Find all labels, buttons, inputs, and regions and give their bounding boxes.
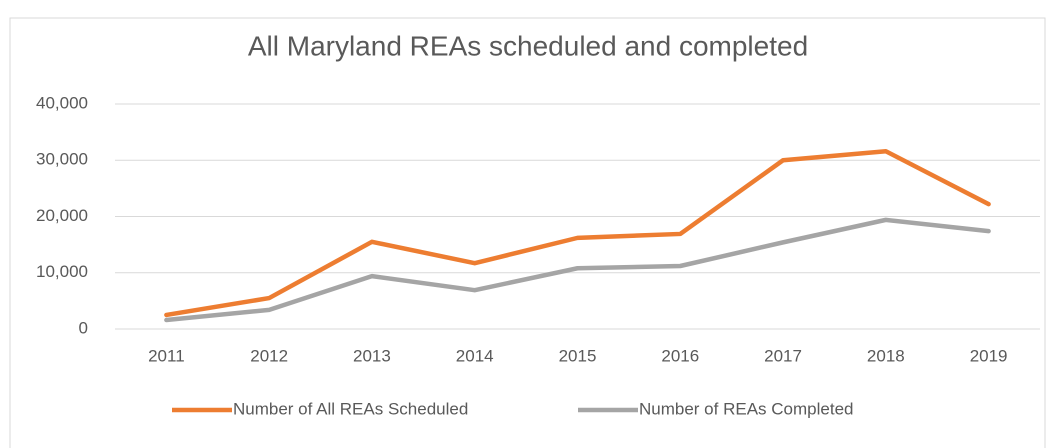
y-tick-label: 20,000: [36, 206, 88, 225]
chart-title: All Maryland REAs scheduled and complete…: [248, 30, 808, 61]
x-tick-label: 2012: [250, 346, 288, 365]
legend-label: Number of All REAs Scheduled: [233, 399, 468, 418]
x-tick-label: 2013: [353, 346, 391, 365]
y-tick-label: 10,000: [36, 262, 88, 281]
x-tick-label: 2016: [661, 346, 699, 365]
y-tick-label: 0: [79, 318, 88, 337]
legend-label: Number of REAs Completed: [639, 399, 853, 418]
y-tick-label: 40,000: [36, 93, 88, 112]
chart-frame: [9, 17, 1046, 448]
x-tick-label: 2019: [970, 346, 1008, 365]
series-line: [164, 149, 991, 318]
series-line: [164, 217, 991, 323]
y-tick-label: 30,000: [36, 150, 88, 169]
x-tick-label: 2011: [148, 346, 185, 365]
x-tick-label: 2015: [559, 346, 597, 365]
x-tick-label: 2018: [867, 346, 905, 365]
x-tick-label: 2014: [456, 346, 494, 365]
x-tick-label: 2017: [764, 346, 802, 365]
